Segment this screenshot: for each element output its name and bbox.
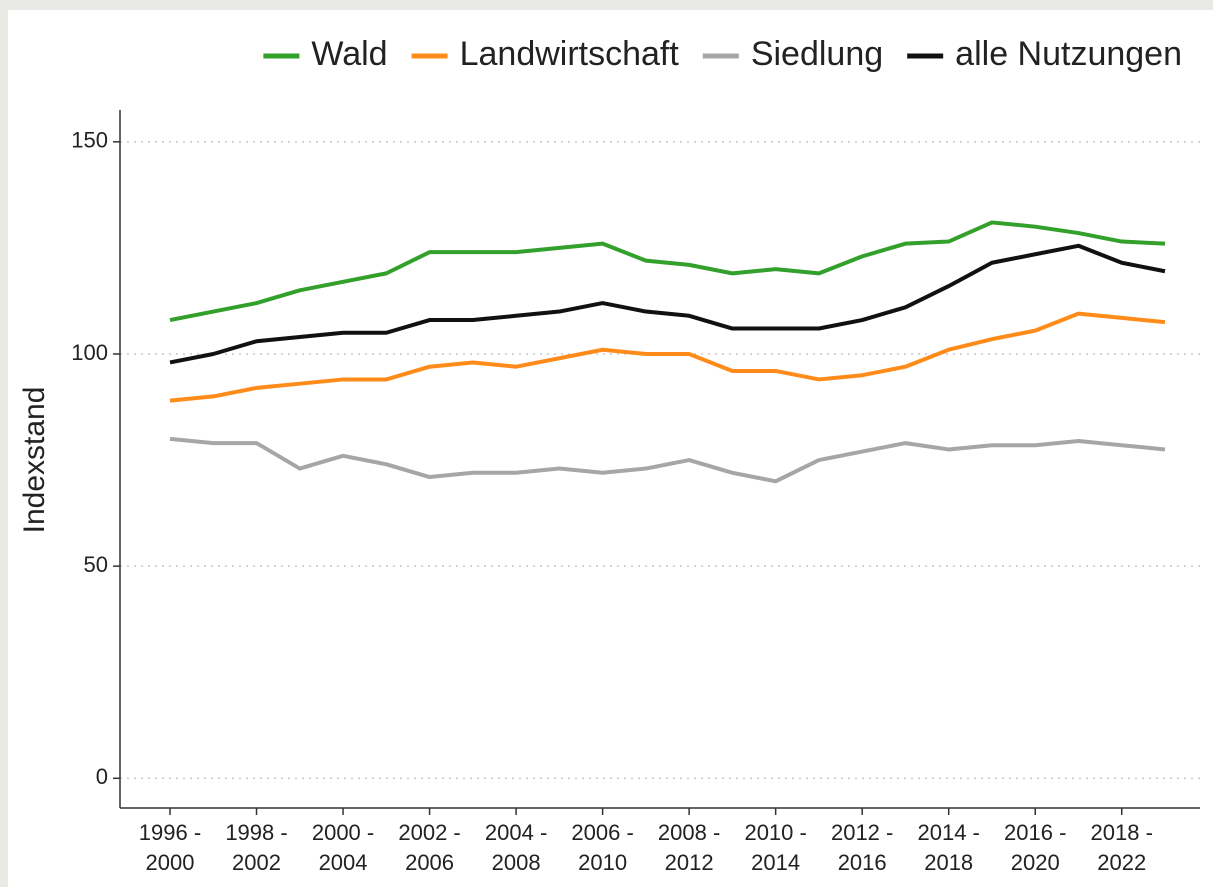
x-tick-label: 2008 -2012 [658, 820, 720, 875]
y-tick-label: 50 [84, 552, 108, 577]
x-tick-label: 2012 -2016 [831, 820, 893, 875]
legend: Wald Landwirtschaft Siedlung alle Nutzungen [263, 35, 1182, 73]
x-tick-label: 2010 -2014 [744, 820, 806, 875]
x-tick-label: 2014 -2018 [918, 820, 980, 875]
legend-label: Siedlung [751, 35, 883, 73]
x-tick-label: 2000 -2004 [312, 820, 374, 875]
x-tick-label: 2006 -2010 [571, 820, 633, 875]
legend-label: alle Nutzungen [955, 35, 1182, 73]
x-tick-label: 1998 -2002 [225, 820, 287, 875]
y-axis-label: Indexstand [18, 387, 51, 534]
line-series [169, 311, 1166, 403]
legend-label: Landwirtschaft [460, 35, 680, 73]
y-tick-label: 0 [96, 764, 108, 789]
y-tick-label: 100 [71, 340, 108, 365]
x-tick-label: 2002 -2006 [398, 820, 460, 875]
legend-label: Wald [311, 35, 387, 73]
x-tick-label: 1996 -2000 [139, 820, 201, 875]
x-tick-label: 2018 -2022 [1091, 820, 1153, 875]
x-tick-label: 2004 -2008 [485, 820, 547, 875]
line-series [169, 220, 1166, 322]
line-series [169, 243, 1166, 365]
x-tick-label: 2016 -2020 [1004, 820, 1066, 875]
y-tick-label: 150 [71, 128, 108, 153]
panel [8, 10, 1213, 887]
line-series [169, 436, 1166, 484]
